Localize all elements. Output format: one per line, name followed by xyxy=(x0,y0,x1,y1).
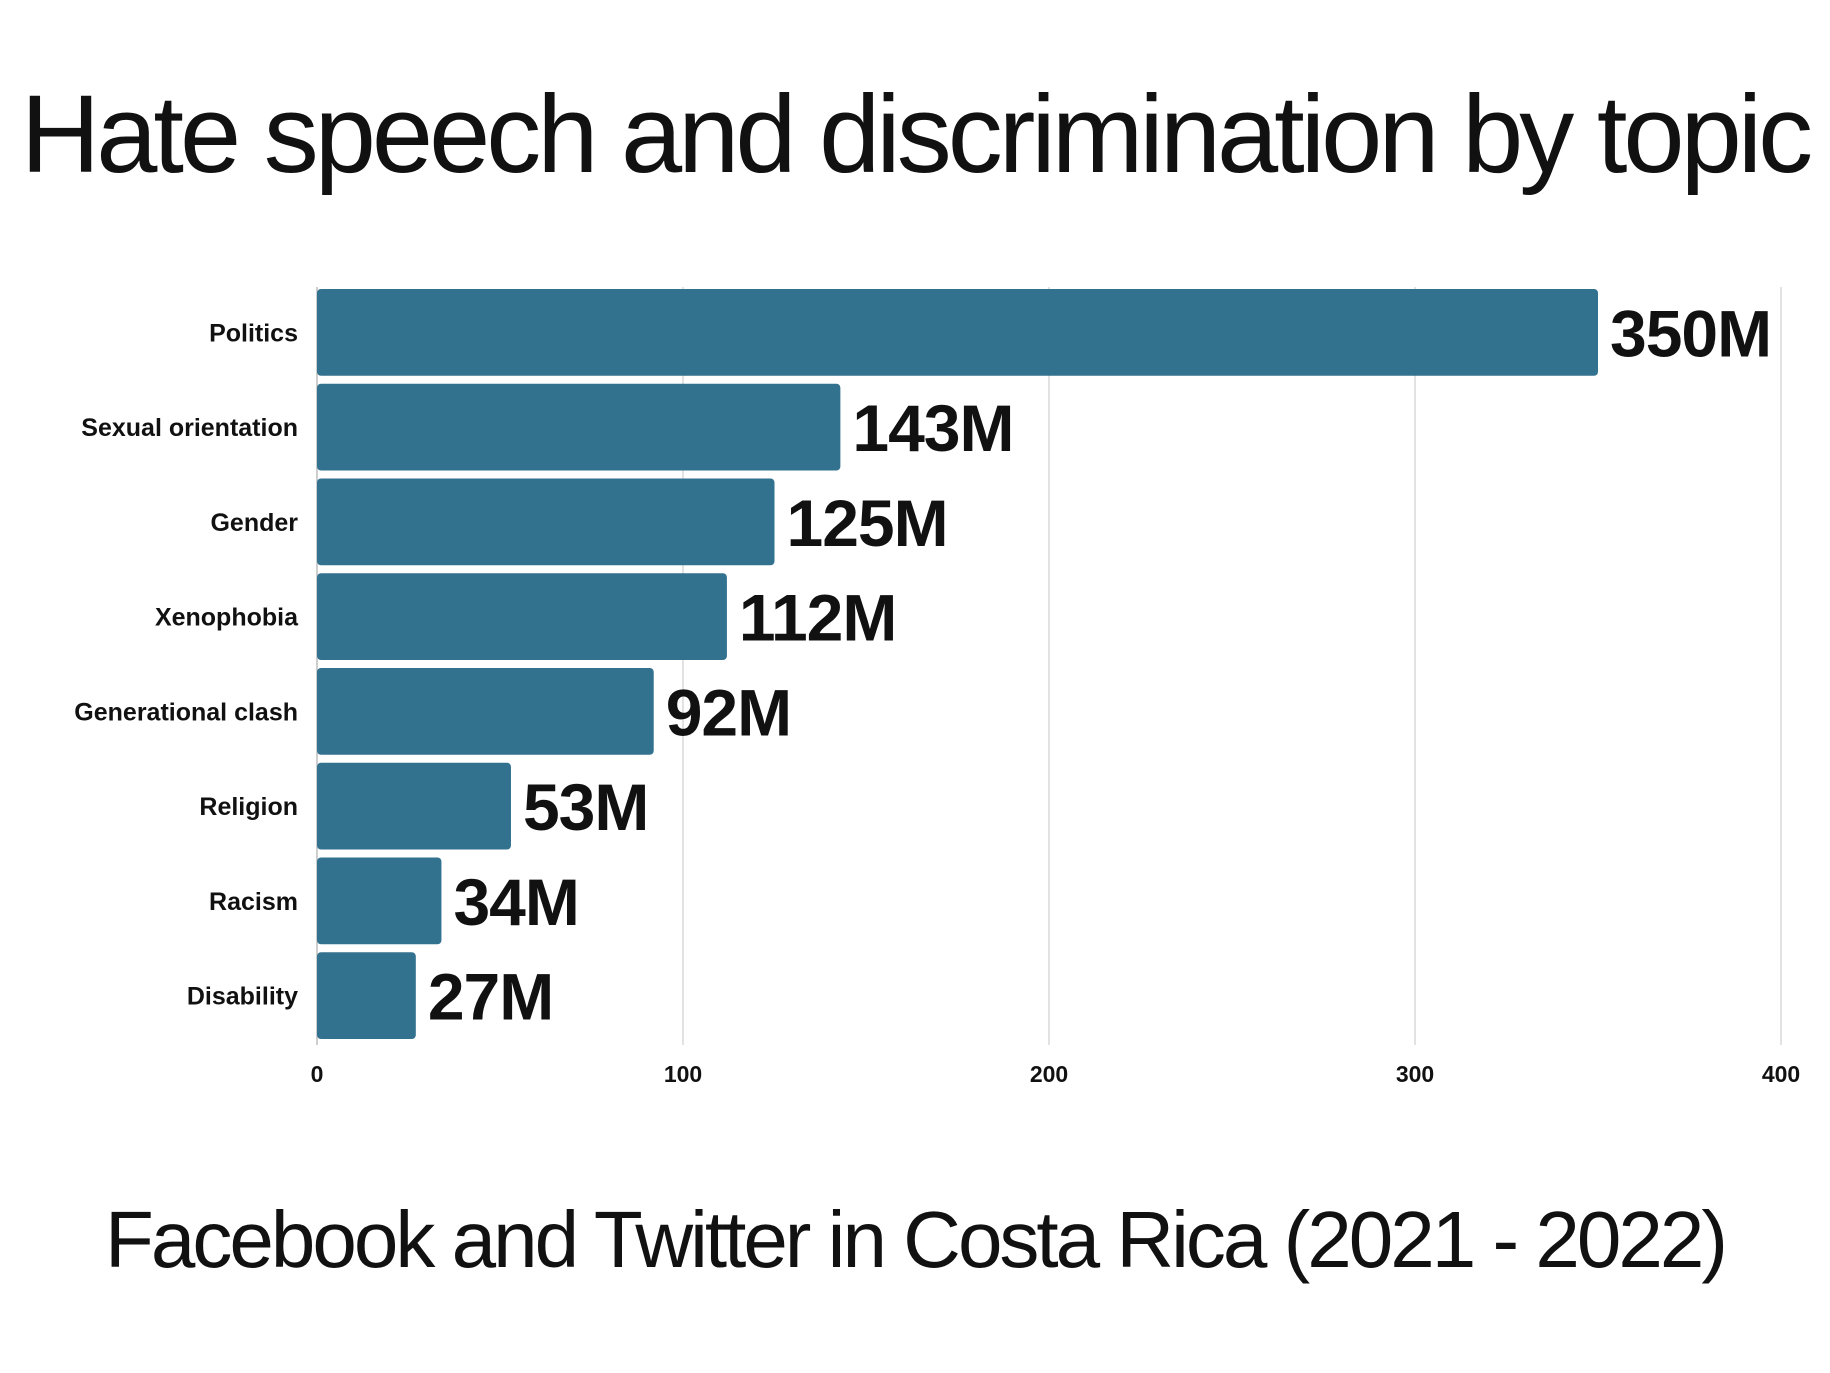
value-label: 125M xyxy=(787,486,948,560)
bar xyxy=(317,668,654,755)
category-label: Generational clash xyxy=(74,698,298,726)
bars xyxy=(317,289,1598,1039)
bar xyxy=(317,952,416,1039)
value-label: 112M xyxy=(739,581,896,655)
chart-subtitle: Facebook and Twitter in Costa Rica (2021… xyxy=(105,1195,1728,1284)
x-tick-label: 200 xyxy=(1030,1061,1068,1087)
value-label: 350M xyxy=(1610,296,1771,370)
category-label: Sexual orientation xyxy=(81,414,298,442)
bar xyxy=(317,478,775,566)
bar xyxy=(317,383,841,471)
category-label: Disability xyxy=(187,983,298,1011)
chart-title: Hate speech and discrimination by topic xyxy=(20,73,1813,196)
bar xyxy=(317,289,1598,376)
value-label: 53M xyxy=(523,770,648,844)
category-label: Racism xyxy=(209,888,298,916)
category-labels: Politics Sexual orientation Gender Xenophob… xyxy=(74,319,299,1010)
category-label: Politics xyxy=(209,319,298,347)
category-label: Xenophobia xyxy=(155,604,299,632)
category-label: Gender xyxy=(210,509,298,537)
value-label: 27M xyxy=(428,960,553,1034)
value-label: 92M xyxy=(666,675,791,749)
value-label: 34M xyxy=(453,865,578,939)
bar xyxy=(317,857,442,945)
x-tick-label: 400 xyxy=(1762,1061,1800,1087)
category-label: Religion xyxy=(199,793,298,821)
x-tick-label: 0 xyxy=(311,1061,324,1087)
value-label: 143M xyxy=(852,391,1013,465)
x-tick-label: 100 xyxy=(664,1061,702,1087)
bar xyxy=(317,573,727,660)
bar xyxy=(317,762,511,850)
x-tick-labels: 0 100 200 300 400 xyxy=(311,1061,1801,1087)
x-tick-label: 300 xyxy=(1396,1061,1434,1087)
